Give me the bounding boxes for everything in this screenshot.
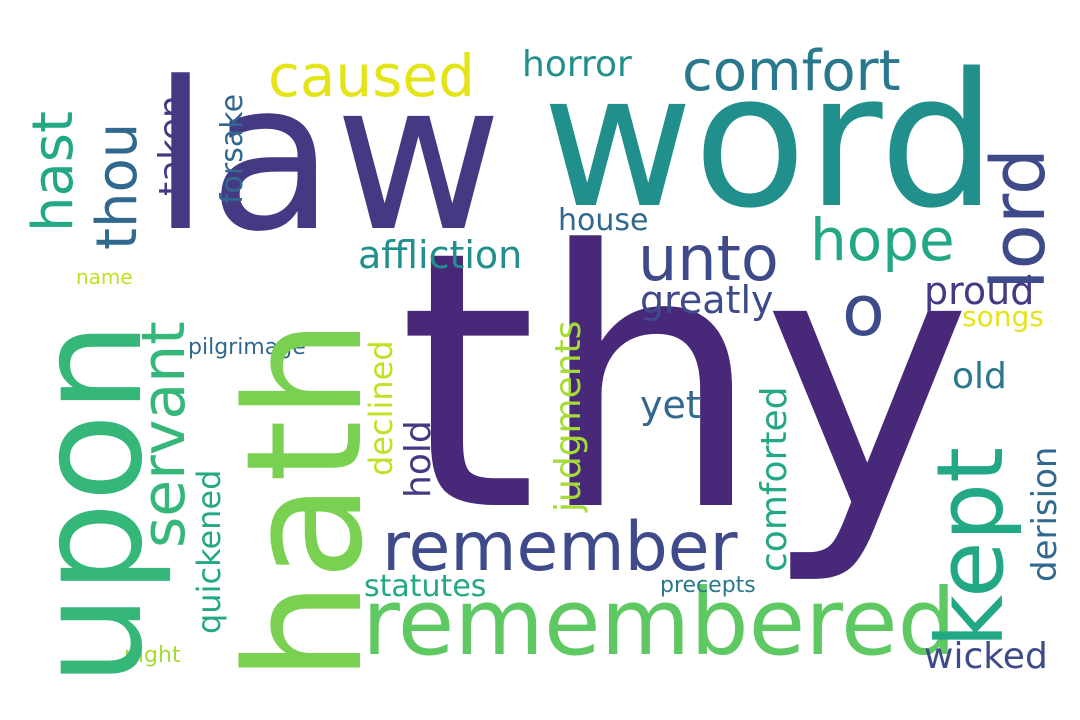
word-law: law bbox=[152, 39, 502, 277]
word-pilgrimage: pilgrimage bbox=[188, 335, 306, 360]
word-horror: horror bbox=[522, 44, 632, 85]
word-o: o bbox=[842, 270, 885, 352]
word-declined: declined bbox=[362, 340, 400, 476]
word-servant: servant bbox=[129, 321, 199, 548]
word-night: night bbox=[124, 643, 181, 668]
word-remembered: remembered bbox=[362, 569, 956, 676]
word-old: old bbox=[952, 356, 1007, 397]
word-precepts: precepts bbox=[660, 573, 756, 598]
word-hath: hath bbox=[211, 318, 398, 682]
word-statutes: statutes bbox=[364, 569, 486, 604]
word-comfort: comfort bbox=[682, 39, 901, 104]
word-lord: lord bbox=[976, 148, 1062, 290]
word-quickened: quickened bbox=[190, 470, 228, 634]
word-thy: thy bbox=[398, 175, 972, 589]
word-taken: taken bbox=[152, 95, 193, 196]
word-forsake: forsake bbox=[215, 94, 250, 204]
word-house: house bbox=[558, 203, 648, 238]
word-songs: songs bbox=[962, 300, 1044, 333]
word-kept: kept bbox=[917, 447, 1024, 648]
word-derision: derision bbox=[1025, 447, 1065, 582]
word-upon: upon bbox=[6, 321, 175, 686]
word-yet: yet bbox=[640, 383, 701, 427]
word-comforted: comforted bbox=[754, 386, 795, 572]
word-judgments: judgments bbox=[548, 321, 589, 513]
word-thou: thou bbox=[85, 123, 150, 250]
word-unto: unto bbox=[638, 222, 779, 295]
word-greatly: greatly bbox=[640, 278, 774, 322]
word-name: name bbox=[76, 265, 133, 289]
word-caused: caused bbox=[268, 42, 475, 110]
word-remember: remember bbox=[382, 508, 738, 587]
word-hold: hold bbox=[398, 420, 439, 498]
word-proud: proud bbox=[924, 269, 1034, 313]
word-word: word bbox=[542, 33, 997, 249]
word-hope: hope bbox=[810, 206, 955, 274]
word-hast: hast bbox=[21, 111, 86, 232]
word-wicked: wicked bbox=[924, 636, 1048, 677]
word-affliction: affliction bbox=[358, 233, 522, 277]
